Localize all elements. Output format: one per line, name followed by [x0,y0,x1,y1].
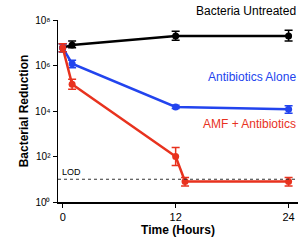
svg-text:LOD: LOD [62,167,81,177]
svg-text:AMF + Antibiotics: AMF + Antibiotics [203,117,296,131]
svg-text:24: 24 [282,211,294,223]
svg-text:10⁰: 10⁰ [35,197,50,208]
svg-text:10²: 10² [36,151,51,162]
svg-text:Bacterial Reduction: Bacterial Reduction [17,55,31,168]
svg-text:0: 0 [60,211,66,223]
svg-text:10⁶: 10⁶ [35,60,50,71]
svg-text:10⁸: 10⁸ [35,15,50,26]
svg-text:Antibiotics Alone: Antibiotics Alone [208,70,296,84]
svg-text:Bacteria Untreated: Bacteria Untreated [196,4,296,18]
svg-text:Time (Hours): Time (Hours) [141,223,215,237]
svg-text:12: 12 [170,211,182,223]
svg-text:10⁴: 10⁴ [35,106,50,117]
